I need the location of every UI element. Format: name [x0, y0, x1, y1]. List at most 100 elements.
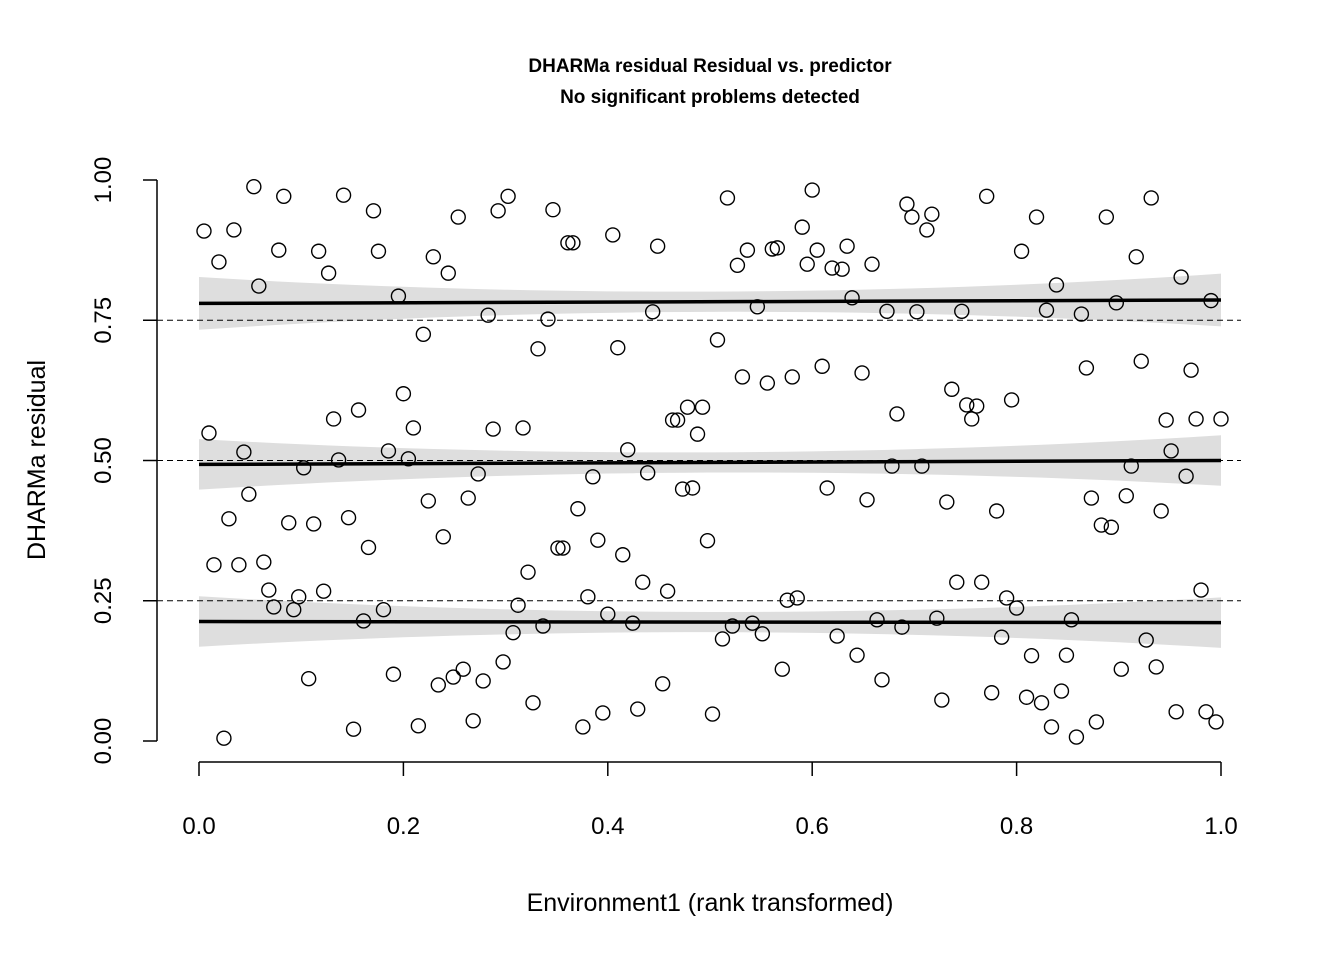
data-point	[779, 592, 795, 608]
data-point	[201, 425, 217, 441]
data-point	[360, 539, 377, 556]
data-point	[834, 261, 850, 277]
data-point	[585, 469, 601, 485]
data-point	[281, 515, 297, 531]
data-point	[759, 375, 776, 391]
data-point	[754, 626, 771, 642]
data-point	[679, 399, 696, 415]
chart-subtitle: No significant problems detected	[560, 87, 860, 108]
data-point	[425, 249, 442, 265]
data-point	[206, 557, 222, 573]
chart-title: DHARMa residual Residual vs. predictor	[528, 56, 892, 77]
y-tick-label: 0.50	[90, 437, 117, 484]
data-point	[440, 265, 456, 281]
data-point	[1058, 647, 1075, 663]
data-point	[550, 540, 566, 556]
data-point	[515, 420, 531, 436]
data-point	[535, 618, 551, 634]
data-point	[410, 718, 427, 734]
data-point	[1213, 411, 1229, 427]
data-point	[1148, 659, 1164, 675]
data-point	[864, 256, 880, 272]
data-point	[699, 533, 716, 549]
data-point	[944, 381, 960, 397]
data-point	[714, 631, 731, 647]
data-point	[1123, 458, 1139, 474]
data-point	[983, 685, 1000, 701]
data-point	[530, 341, 546, 357]
data-point	[869, 612, 885, 628]
data-point	[1068, 729, 1085, 745]
data-point	[1133, 353, 1149, 369]
data-point	[998, 590, 1015, 606]
data-point	[804, 182, 820, 198]
data-point	[789, 590, 805, 606]
data-point	[305, 516, 322, 532]
data-point	[300, 671, 317, 687]
data-point	[480, 307, 496, 323]
data-point	[350, 402, 367, 418]
y-tick-label: 1.00	[90, 157, 117, 204]
data-point	[251, 278, 267, 294]
data-point	[934, 692, 950, 708]
data-point	[620, 442, 636, 458]
data-point	[1168, 704, 1184, 720]
data-point	[390, 288, 407, 304]
data-point	[1028, 209, 1045, 225]
data-point	[914, 458, 930, 474]
data-point	[1093, 517, 1110, 533]
data-point	[1063, 612, 1080, 628]
quantile-line-q0.25	[198, 619, 1222, 625]
data-point	[630, 701, 646, 717]
data-point	[1078, 360, 1095, 376]
data-point	[256, 554, 272, 570]
data-point	[639, 465, 656, 481]
data-point	[889, 406, 905, 422]
data-point	[669, 412, 686, 428]
data-point	[809, 242, 825, 258]
data-point	[1103, 519, 1120, 535]
data-point	[919, 222, 935, 238]
data-point	[1083, 490, 1100, 506]
data-point	[460, 490, 476, 506]
data-point	[799, 256, 815, 272]
data-point	[286, 602, 302, 618]
data-point	[600, 606, 616, 622]
data-point	[465, 713, 481, 729]
data-point	[590, 532, 606, 548]
data-point	[330, 452, 347, 468]
data-point	[415, 326, 432, 342]
data-point	[1048, 277, 1065, 293]
data-point	[739, 242, 756, 258]
data-point	[430, 677, 446, 693]
y-axis-label: DHARMa residual	[23, 360, 51, 560]
data-point	[839, 238, 855, 254]
x-tick-label: 1.0	[1204, 813, 1237, 840]
data-point	[211, 254, 227, 270]
data-point	[904, 209, 920, 225]
data-point	[1173, 269, 1189, 285]
data-point	[849, 647, 865, 663]
data-point	[1158, 412, 1174, 428]
data-point	[1178, 468, 1194, 484]
data-point	[1208, 714, 1224, 730]
data-point	[1088, 714, 1105, 730]
data-point	[844, 290, 860, 306]
data-point	[724, 618, 741, 634]
x-tick-label: 0.2	[387, 813, 420, 840]
data-point	[649, 238, 666, 254]
data-point	[988, 503, 1005, 519]
y-tick-label: 0.00	[90, 718, 117, 765]
data-point	[196, 223, 212, 239]
data-point	[500, 188, 516, 204]
data-point	[729, 257, 746, 273]
data-point	[365, 203, 382, 219]
data-point	[320, 265, 337, 281]
data-point	[784, 369, 800, 385]
data-point	[1198, 704, 1214, 720]
data-point	[1073, 306, 1090, 322]
data-point	[1138, 632, 1154, 648]
data-point	[221, 511, 237, 527]
data-point	[375, 602, 392, 618]
